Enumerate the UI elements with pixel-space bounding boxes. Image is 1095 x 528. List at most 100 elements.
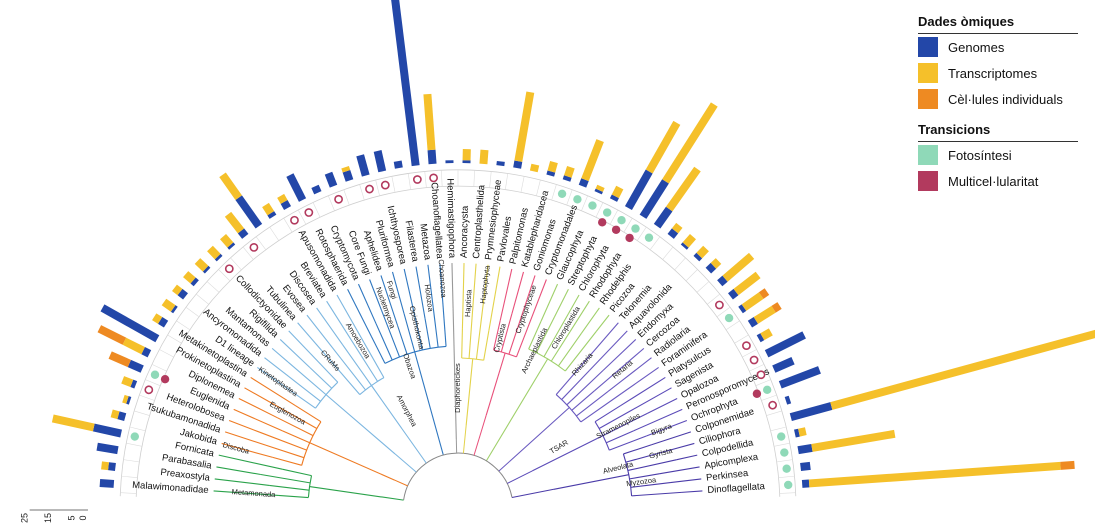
root-link-haptista	[462, 425, 467, 454]
branch-fornicata	[218, 454, 283, 470]
branch-fornicata-inner	[282, 468, 312, 477]
branch-core-fungi	[369, 279, 383, 311]
bar-transcriptomes-heterolobosea	[121, 376, 134, 388]
ring-divider	[707, 293, 720, 305]
branch-radiolaria	[607, 357, 652, 392]
bar-genomes-breviatea	[267, 211, 277, 219]
multicellularity-marker-sagenista	[742, 341, 751, 351]
legend-label-genomes: Genomes	[948, 39, 1005, 55]
legend-item-single-cells: Cèl·lules individuals	[918, 86, 1078, 112]
ring-divider	[123, 459, 140, 463]
bar-genomes-aphelidea	[342, 169, 354, 182]
multicellularity-marker-choanoflagellatea	[429, 173, 438, 183]
clade-label-rhizaria: Rhizaria	[570, 350, 595, 377]
branch-choanoflagellatea	[439, 263, 443, 297]
branch-prymnesiophyceae-inner	[475, 309, 484, 360]
multicellularity-marker-euglenida	[160, 374, 170, 384]
bar-genomes-peronosporomycetes	[772, 357, 795, 373]
branch-dinoflagellata	[681, 490, 703, 493]
branch-evosea-inner	[340, 358, 366, 391]
stem-alveolata	[553, 474, 629, 490]
bar-genomes-platysulcus	[747, 317, 759, 328]
ring-divider	[520, 176, 525, 193]
bar-transcriptomes-tsukubamonadida	[122, 394, 129, 404]
branch-rhodelphis	[581, 307, 600, 334]
bar-genomes-rigifilida	[202, 265, 211, 274]
ring-divider	[776, 459, 793, 463]
branch-sagenista-inner	[598, 408, 635, 430]
branch-endomyxa-inner	[566, 369, 604, 406]
ring-divider	[696, 281, 710, 293]
clade-label-amoebozoa: Amoebozoa	[344, 321, 373, 361]
branch-perkinsea-inner	[630, 482, 671, 488]
branch-euglenida-inner	[282, 430, 310, 444]
branch-centroplasthelida-inner	[468, 318, 473, 359]
stem-amoebozoa	[370, 385, 403, 430]
ring-divider	[206, 281, 220, 293]
node-arc-haptista	[461, 357, 484, 361]
branch-goniomonas	[524, 275, 536, 307]
ring-divider	[139, 394, 155, 401]
branch-apusomonadida	[336, 294, 365, 344]
bar-genomes-parabasalia	[96, 442, 119, 455]
branch-cryptomycota	[357, 283, 377, 324]
ring-divider	[716, 307, 731, 318]
bar-single-cells-diplonemea	[97, 325, 127, 345]
ring-divider	[637, 227, 647, 241]
root-link-alveolata	[511, 488, 554, 498]
ring-divider	[595, 202, 604, 218]
bar-genomes-pluriformea	[356, 154, 370, 177]
branch-peronosporomycetes-inner	[606, 430, 634, 444]
ring-divider	[581, 195, 588, 211]
photosynthesis-marker-rhodophyta	[631, 224, 640, 233]
omics-bars	[51, 0, 1095, 488]
taxon-label-perkinsea: Perkinsea	[706, 468, 750, 484]
backbone-arc	[403, 452, 513, 501]
branch-discosea-inner	[342, 344, 372, 386]
branch-d1-lineage-inner	[290, 390, 316, 409]
photosynthesis-marker-cryptomonadales	[573, 195, 582, 204]
bar-genomes-ancoracysta	[462, 160, 471, 164]
branch-preaxostyla	[214, 478, 270, 486]
bar-genomes-metazoa	[385, 0, 420, 167]
branch-dinoflagellata-inner	[631, 491, 682, 497]
ring-divider	[773, 442, 790, 447]
bar-genomes-ancyromonadida	[177, 288, 188, 300]
ring-divider	[129, 426, 146, 432]
photosynthesis-marker-dinoflagellata	[783, 480, 793, 490]
ring-divider	[120, 492, 137, 494]
clade-label-choanozoa: Choanozoa	[437, 259, 449, 299]
bar-genomes-ichthyosporea	[373, 150, 387, 173]
taxon-label-metazoa: Metazoa	[417, 223, 432, 261]
branch-rhodophyta	[566, 300, 590, 337]
bar-genomes-rotosphaerida	[286, 173, 307, 202]
branch-ancyromonadida-inner	[288, 376, 321, 402]
branch-endomyxa	[602, 339, 637, 371]
bar-transcriptomes-choanoflagellatea	[423, 93, 436, 151]
bar-genomes-cercozoa	[717, 275, 728, 287]
bar-transcriptomes-mantamonas	[183, 271, 196, 284]
branch-goniomonas-inner	[508, 306, 526, 355]
bar-genomes-pavlovales	[513, 160, 523, 169]
ring-divider	[218, 269, 231, 281]
bar-genomes-telonemia	[680, 242, 689, 250]
ring-divider	[328, 195, 335, 211]
legend-swatch-multicellularity	[918, 171, 938, 191]
bar-transcriptomes-ancoracysta	[462, 149, 471, 161]
branch-pavlovales-inner	[483, 330, 490, 361]
branch-foraminifera-inner	[580, 392, 623, 423]
taxon-label-malawimonadidae: Malawimonadidae	[132, 480, 209, 496]
ring-divider	[159, 349, 174, 358]
photosynthesis-marker-apicomplexa	[780, 448, 789, 457]
photosynthesis-marker-perkinsea	[782, 464, 791, 473]
node-arc-alveolata	[622, 453, 633, 496]
branch-heterolobosea	[228, 420, 261, 433]
bar-genomes-glaucophyta	[594, 188, 603, 195]
multicellularity-marker-rotosphaerida	[304, 208, 314, 217]
branch-apicomplexa-inner	[629, 473, 660, 480]
taxon-label-ancoracysta: Ancoracysta	[459, 205, 471, 258]
ring-divider	[742, 349, 757, 358]
stem-discoba	[309, 442, 396, 481]
branch-rhodelphis-inner	[557, 332, 582, 367]
